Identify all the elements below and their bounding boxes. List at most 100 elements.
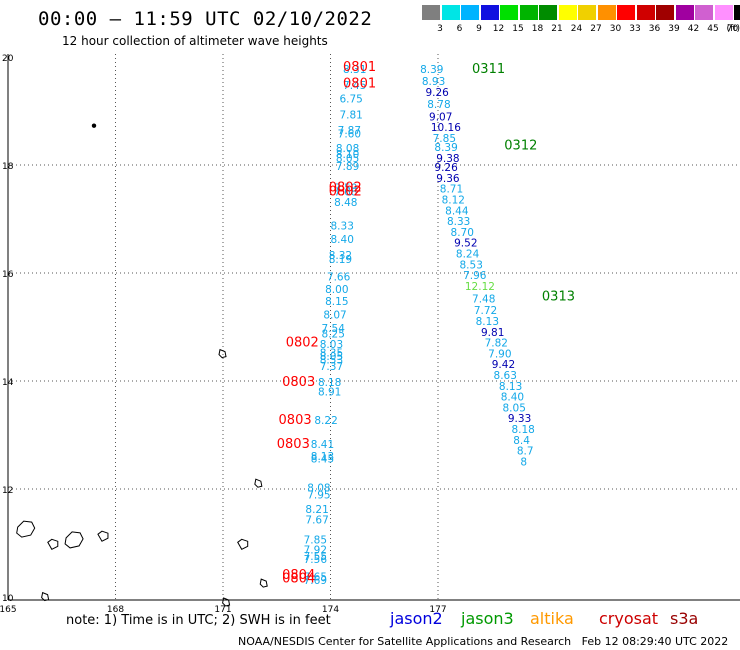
- swh-label: 8.22: [314, 415, 337, 427]
- swh-label: 7.87: [338, 125, 361, 137]
- time-label: 0803: [277, 437, 310, 452]
- legend-label: 39: [668, 24, 680, 34]
- legend-label: 70: [726, 24, 739, 34]
- legend-swatch: [578, 5, 596, 20]
- atoll: [64, 531, 84, 549]
- atoll: [97, 530, 109, 542]
- y-tick-label: 14: [2, 378, 14, 388]
- swh-label: 8.08: [307, 482, 330, 494]
- swh-label: 8.39: [420, 64, 443, 76]
- swh-label: 8.44: [445, 205, 469, 217]
- legend-swatch: [597, 5, 616, 20]
- x-tick-label: 174: [322, 605, 339, 615]
- swh-label: 8.25: [322, 328, 345, 340]
- x-tick-label: 177: [429, 605, 446, 615]
- swh-label: 8.13: [311, 451, 334, 463]
- swh-label: 8.53: [460, 259, 483, 271]
- swh-label: 8.48: [334, 197, 357, 209]
- swh-label: 8.70: [451, 227, 474, 239]
- swh-label: 8.31: [343, 64, 366, 76]
- swh-label: 7.89: [336, 161, 359, 173]
- swh-label: 9.33: [508, 413, 531, 425]
- swh-label: 7.45: [343, 80, 366, 92]
- time-label: 0803: [282, 375, 315, 390]
- swh-label: 8.71: [440, 184, 463, 196]
- swh-label: 9.26: [425, 87, 449, 99]
- swh-label: 7.96: [463, 270, 487, 282]
- swh-label: 8.33: [447, 216, 470, 228]
- x-tick-label: 165: [0, 605, 17, 615]
- legend-swatch: [636, 5, 655, 20]
- swh-label: 8.12: [442, 194, 465, 206]
- swh-label: 7.69: [304, 575, 327, 587]
- legend-swatch: [734, 5, 740, 20]
- island: [41, 591, 50, 602]
- time-label: 0311: [472, 62, 505, 77]
- swh-label: 7.60: [338, 129, 361, 141]
- swh-label: 8.21: [305, 504, 328, 516]
- swh-label: 12.12: [465, 281, 495, 293]
- satellite-jason3: jason3: [461, 609, 514, 628]
- swh-label: 8.41: [311, 439, 334, 451]
- swh-label: 7.85: [304, 535, 327, 547]
- time-label: 0801: [343, 76, 376, 91]
- swh-label: 9.52: [454, 238, 477, 250]
- swh-label: 8.05: [336, 153, 359, 165]
- swh-label: 9.42: [492, 359, 515, 371]
- legend-label: 15: [512, 24, 524, 34]
- y-tick-label: 10: [2, 594, 14, 604]
- atoll: [47, 538, 59, 550]
- legend-swatch: [695, 5, 713, 20]
- swh-label: 7.90: [488, 348, 511, 360]
- swh-label: 7.68: [334, 186, 357, 198]
- time-label: 0802: [286, 336, 319, 351]
- swh-label: 8.03: [320, 339, 343, 351]
- legend-swatch: [617, 5, 635, 20]
- island: [259, 578, 268, 588]
- swh-label: 7.59: [334, 183, 357, 195]
- legend-swatch: [480, 5, 499, 20]
- swh-label: 7.66: [327, 272, 351, 284]
- swh-label: 8.7: [517, 446, 534, 458]
- time-label: 0803: [279, 413, 312, 428]
- swh-label: 7.56: [304, 554, 328, 566]
- page-title: 00:00 – 11:59 UTC 02/10/2022: [38, 8, 373, 30]
- swh-label: 6.75: [339, 94, 362, 106]
- legend-swatch: [656, 5, 674, 20]
- swh-label: 9.36: [436, 173, 460, 185]
- legend-label: 6: [456, 24, 463, 34]
- swh-label: 7.72: [474, 305, 497, 317]
- swh-label: 8.40: [331, 234, 354, 246]
- swh-label: 8.24: [456, 248, 480, 260]
- legend-unit: (ft): [726, 24, 740, 34]
- swh-label: 9.26: [434, 162, 458, 174]
- swh-label: 9.38: [436, 153, 459, 165]
- swh-label: 8.63: [494, 370, 517, 382]
- legend-swatch: [461, 5, 479, 20]
- atoll: [16, 520, 36, 538]
- swh-label: 8.35: [320, 347, 343, 359]
- swh-label: 7.92: [304, 544, 327, 556]
- legend-label: 30: [609, 24, 622, 34]
- swh-label: 8.18: [511, 424, 534, 436]
- legend-swatch: [441, 5, 460, 20]
- swh-label: 8.13: [499, 381, 522, 393]
- legend-swatch: [422, 5, 440, 20]
- legend-label: 45: [707, 24, 719, 34]
- page-subtitle: 12 hour collection of altimeter wave hei…: [62, 34, 328, 48]
- satellite-cryosat: cryosat: [599, 609, 659, 628]
- swh-label: 8.91: [318, 387, 341, 399]
- swh-label: 7.95: [307, 489, 330, 501]
- swh-label: 9.07: [429, 111, 452, 123]
- swh-label: 8: [520, 456, 527, 468]
- swh-label: 8.39: [434, 142, 457, 154]
- island: [254, 478, 263, 488]
- generated-time: Feb 12 08:29:40 UTC 2022: [581, 635, 729, 648]
- swh-label: 7.54: [322, 323, 346, 335]
- time-label: 0801: [343, 60, 376, 75]
- swh-label: 8.05: [320, 351, 343, 363]
- satellite-s3a: s3a: [670, 609, 699, 628]
- swh-label: 8.13: [476, 316, 499, 328]
- satellite-jason2: jason2: [390, 609, 443, 628]
